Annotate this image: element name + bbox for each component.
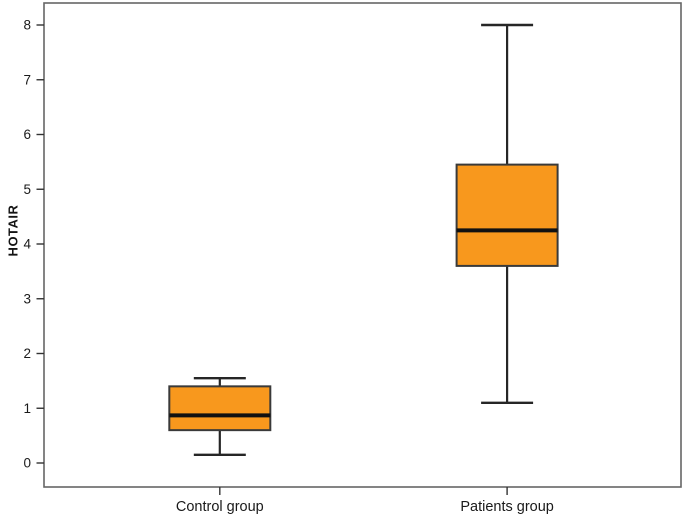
box-patients-group bbox=[455, 163, 559, 267]
y-tick-label: 2 bbox=[23, 346, 31, 361]
y-tick-label: 3 bbox=[23, 291, 31, 306]
y-tick-label: 7 bbox=[23, 72, 31, 87]
y-tick-label: 6 bbox=[23, 127, 31, 142]
y-tick-label: 8 bbox=[23, 18, 31, 33]
plot-frame bbox=[43, 2, 682, 488]
y-tick-label: 4 bbox=[23, 237, 31, 252]
box-control-group bbox=[168, 385, 272, 432]
y-tick-label: 5 bbox=[23, 182, 31, 197]
x-category-label-patients-group: Patients group bbox=[460, 499, 554, 515]
y-tick-label: 0 bbox=[23, 456, 31, 471]
y-tick-label: 1 bbox=[23, 401, 31, 416]
x-category-label-control-group: Control group bbox=[176, 499, 264, 515]
